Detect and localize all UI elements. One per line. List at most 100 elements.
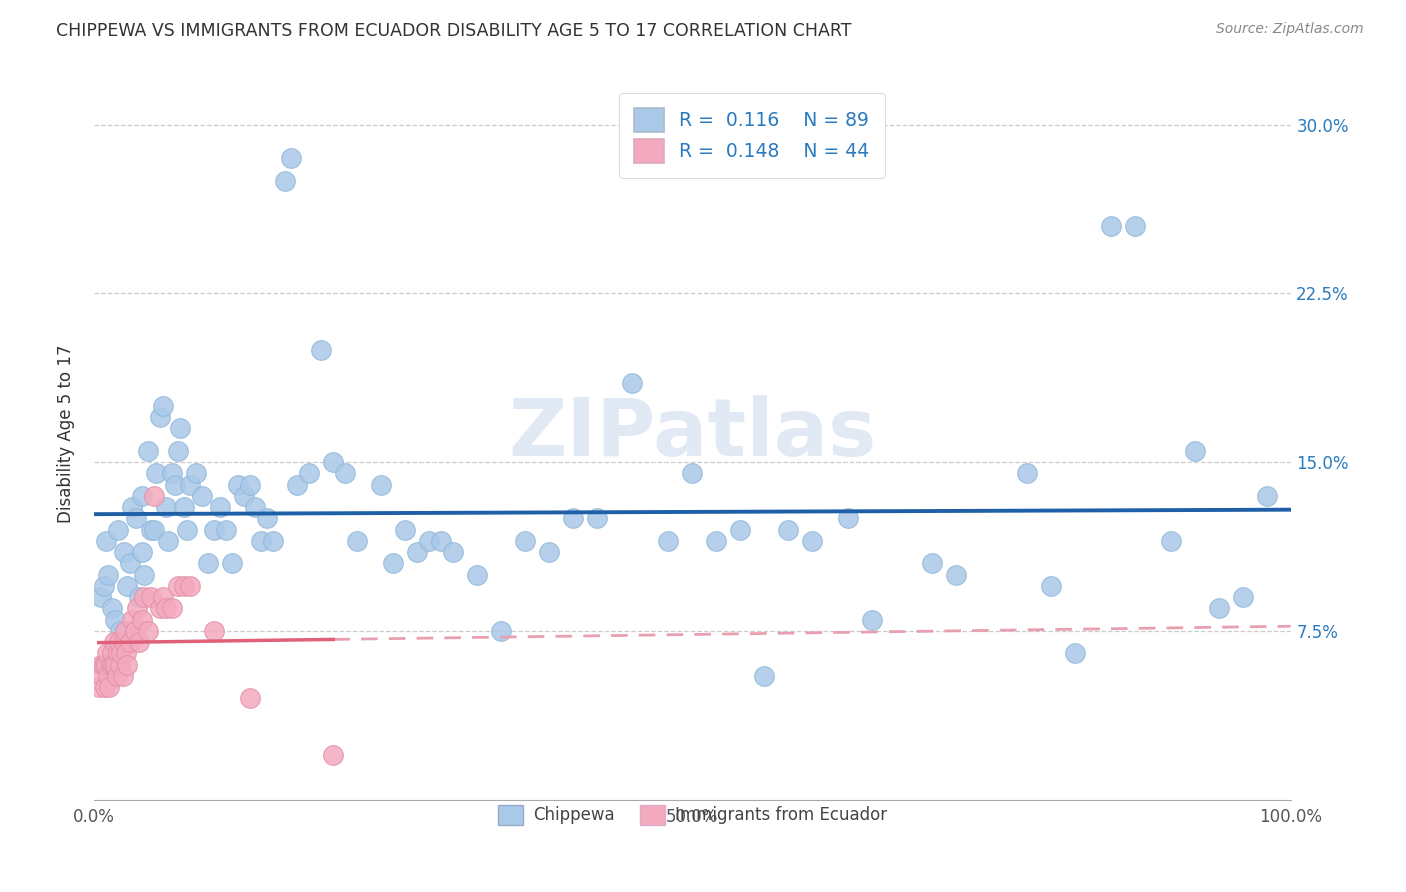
Point <box>335 467 357 481</box>
Point <box>418 533 440 548</box>
Y-axis label: Disability Age 5 to 17: Disability Age 5 to 17 <box>58 345 75 524</box>
Point <box>382 557 405 571</box>
Point <box>111 669 134 683</box>
Point <box>256 511 278 525</box>
Point <box>107 523 129 537</box>
Point <box>513 533 536 548</box>
Point <box>166 443 188 458</box>
Point <box>1123 219 1146 233</box>
Point <box>118 635 141 649</box>
Text: CHIPPEWA VS IMMIGRANTS FROM ECUADOR DISABILITY AGE 5 TO 17 CORRELATION CHART: CHIPPEWA VS IMMIGRANTS FROM ECUADOR DISA… <box>56 22 852 40</box>
Point <box>134 590 156 604</box>
Point <box>160 601 183 615</box>
Point <box>585 511 607 525</box>
Point <box>93 680 115 694</box>
Point <box>208 500 231 515</box>
Point <box>124 624 146 638</box>
Text: Source: ZipAtlas.com: Source: ZipAtlas.com <box>1216 22 1364 37</box>
Point <box>160 467 183 481</box>
Point <box>1256 489 1278 503</box>
Point <box>221 557 243 571</box>
Point <box>657 533 679 548</box>
Point <box>1208 601 1230 615</box>
Point <box>91 669 114 683</box>
Point <box>141 590 163 604</box>
Point <box>1184 443 1206 458</box>
Point <box>94 533 117 548</box>
Point <box>134 567 156 582</box>
Text: ZIPatlas: ZIPatlas <box>508 395 876 473</box>
Point <box>94 657 117 672</box>
Point <box>117 579 139 593</box>
Point <box>131 613 153 627</box>
Point <box>945 567 967 582</box>
Point <box>128 635 150 649</box>
Point <box>1064 646 1087 660</box>
Point <box>96 646 118 660</box>
Point <box>489 624 512 638</box>
Point <box>1232 590 1254 604</box>
Point <box>1099 219 1122 233</box>
Point <box>104 613 127 627</box>
Point <box>155 601 177 615</box>
Point <box>197 557 219 571</box>
Point <box>142 523 165 537</box>
Point <box>169 421 191 435</box>
Point <box>110 646 132 660</box>
Legend: Chippewa, Immigrants from Ecuador: Chippewa, Immigrants from Ecuador <box>488 795 897 835</box>
Point <box>98 680 121 694</box>
Point <box>93 657 115 672</box>
Point <box>97 669 120 683</box>
Point <box>280 152 302 166</box>
Point <box>107 646 129 660</box>
Point <box>298 467 321 481</box>
Point <box>142 489 165 503</box>
Point <box>179 579 201 593</box>
Point <box>152 590 174 604</box>
Point <box>121 500 143 515</box>
Point <box>176 523 198 537</box>
Point <box>860 613 883 627</box>
Point <box>145 467 167 481</box>
Point <box>136 624 159 638</box>
Point <box>311 343 333 357</box>
Point <box>776 523 799 537</box>
Point <box>1160 533 1182 548</box>
Point <box>125 511 148 525</box>
Point <box>184 467 207 481</box>
Point <box>101 657 124 672</box>
Point <box>681 467 703 481</box>
Point <box>238 477 260 491</box>
Point <box>100 657 122 672</box>
Point <box>97 567 120 582</box>
Point <box>110 624 132 638</box>
Point <box>117 657 139 672</box>
Point <box>115 646 138 660</box>
Point <box>90 590 112 604</box>
Point <box>173 500 195 515</box>
Point <box>561 511 583 525</box>
Point <box>101 601 124 615</box>
Point <box>921 557 943 571</box>
Point <box>1040 579 1063 593</box>
Point <box>250 533 273 548</box>
Point <box>112 635 135 649</box>
Point <box>90 657 112 672</box>
Point <box>465 567 488 582</box>
Point <box>704 533 727 548</box>
Point <box>202 624 225 638</box>
Point <box>110 657 132 672</box>
Point <box>190 489 212 503</box>
Point <box>287 477 309 491</box>
Point <box>179 477 201 491</box>
Point <box>346 533 368 548</box>
Point <box>121 613 143 627</box>
Point <box>103 635 125 649</box>
Point <box>165 477 187 491</box>
Point <box>322 747 344 762</box>
Point <box>728 523 751 537</box>
Point <box>406 545 429 559</box>
Point <box>430 533 453 548</box>
Point <box>149 601 172 615</box>
Point <box>394 523 416 537</box>
